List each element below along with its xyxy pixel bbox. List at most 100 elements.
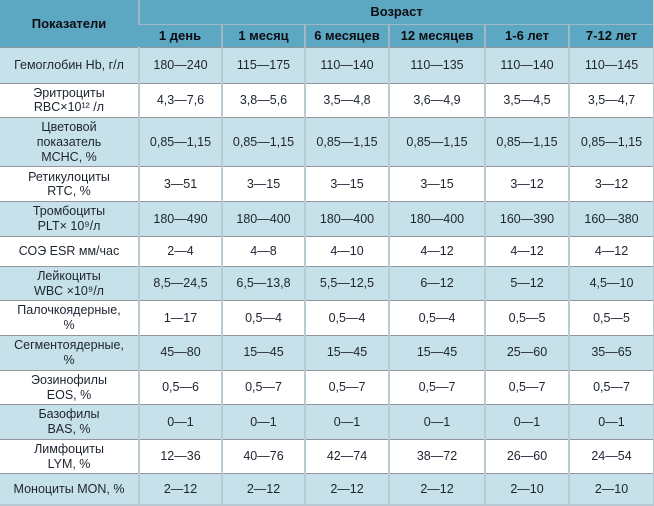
value-cell: 4—12 — [567, 235, 654, 267]
value-cell: 0,5—4 — [388, 300, 485, 336]
indicators-column-header: Показатели — [0, 0, 139, 47]
value-cell: 4,5—10 — [567, 265, 654, 301]
row-label: Моноциты MON, % — [0, 473, 139, 505]
table-row: Сегментоядерные, % 45—80 15—45 15—45 15—45 25… — [0, 334, 654, 371]
value-cell: 15—45 — [221, 334, 305, 371]
table-row: Моноциты MON, % 2—12 2—12 2—12 2—12 2—10 2—10 — [0, 473, 654, 505]
value-cell: 3,5—4,5 — [484, 82, 569, 118]
value-cell: 3—12 — [567, 166, 654, 202]
value-cell: 0,85—1,15 — [567, 116, 654, 167]
value-cell: 4—12 — [388, 235, 485, 267]
age-column-header-7-12-years: 7-12 лет — [567, 24, 654, 47]
table-row: Базофилы BAS, % 0—1 0—1 0—1 0—1 0—1 0—1 — [0, 404, 654, 440]
value-cell: 4,3—7,6 — [138, 82, 222, 118]
value-cell: 2—12 — [221, 473, 305, 505]
row-label: Гемоглобин Hb, г/л — [0, 46, 139, 83]
value-cell: 3—15 — [388, 166, 485, 202]
value-cell: 0,85—1,15 — [138, 116, 222, 167]
value-cell: 180—400 — [388, 201, 485, 237]
value-cell: 0,5—7 — [388, 369, 485, 405]
value-cell: 110—145 — [567, 46, 654, 83]
value-cell: 0—1 — [304, 404, 389, 440]
value-cell: 0,5—7 — [484, 369, 569, 405]
value-cell: 0,5—7 — [304, 369, 389, 405]
value-cell: 0,85—1,15 — [484, 116, 569, 167]
row-label: Эритроциты RBC×10¹² /л — [0, 82, 139, 118]
value-cell: 0,5—5 — [567, 300, 654, 336]
value-cell: 2—4 — [138, 235, 222, 267]
value-cell: 2—12 — [138, 473, 222, 505]
value-cell: 110—140 — [304, 46, 389, 83]
value-cell: 6—12 — [388, 265, 485, 301]
value-cell: 35—65 — [567, 334, 654, 371]
table-row: Цветовой показатель MCHC, % 0,85—1,15 0,85… — [0, 116, 654, 167]
value-cell: 15—45 — [304, 334, 389, 371]
table-row: Лимфоциты LYM, % 12—36 40—76 42—74 38—72 26—6… — [0, 438, 654, 474]
row-label: Цветовой показатель MCHC, % — [0, 116, 139, 167]
age-column-header-1-6-years: 1-6 лет — [484, 24, 569, 47]
table-row: Эозинофилы EOS, % 0,5—6 0,5—7 0,5—7 0,5—7 0,5… — [0, 369, 654, 405]
table-row: Лейкоциты WBC ×10⁹/л 8,5—24,5 6,5—13,8 5,5—… — [0, 265, 654, 301]
table-row: Ретикулоциты RTC, % 3—51 3—15 3—15 3—15 3—12 3… — [0, 166, 654, 202]
table-row: Палочкоядерные, % 1—17 0,5—4 0,5—4 0,5—4 0,5—… — [0, 300, 654, 336]
value-cell: 6,5—13,8 — [221, 265, 305, 301]
value-cell: 42—74 — [304, 438, 389, 474]
value-cell: 25—60 — [484, 334, 569, 371]
value-cell: 4—8 — [221, 235, 305, 267]
value-cell: 3,5—4,7 — [567, 82, 654, 118]
value-cell: 3—15 — [221, 166, 305, 202]
row-label: Палочкоядерные, % — [0, 300, 139, 336]
value-cell: 38—72 — [388, 438, 485, 474]
value-cell: 15—45 — [388, 334, 485, 371]
value-cell: 180—400 — [221, 201, 305, 237]
value-cell: 2—10 — [567, 473, 654, 505]
value-cell: 0,5—4 — [221, 300, 305, 336]
value-cell: 24—54 — [567, 438, 654, 474]
value-cell: 26—60 — [484, 438, 569, 474]
value-cell: 5—12 — [484, 265, 569, 301]
value-cell: 115—175 — [221, 46, 305, 83]
value-cell: 110—135 — [388, 46, 485, 83]
row-label: Тромбоциты PLT× 10⁹/л — [0, 201, 139, 237]
value-cell: 160—380 — [567, 201, 654, 237]
value-cell: 0,5—6 — [138, 369, 222, 405]
value-cell: 3—15 — [304, 166, 389, 202]
value-cell: 4—10 — [304, 235, 389, 267]
value-cell: 0—1 — [388, 404, 485, 440]
value-cell: 0—1 — [221, 404, 305, 440]
table-header: Показатели Возраст 1 день 1 месяц 6 меся… — [0, 0, 654, 47]
table-row: СОЭ ESR мм/час 2—4 4—8 4—10 4—12 4—12 4—12 — [0, 235, 654, 267]
row-label: Лейкоциты WBC ×10⁹/л — [0, 265, 139, 301]
row-label: СОЭ ESR мм/час — [0, 235, 139, 267]
value-cell: 180—400 — [304, 201, 389, 237]
value-cell: 3—12 — [484, 166, 569, 202]
value-cell: 180—240 — [138, 46, 222, 83]
value-cell: 0,5—4 — [304, 300, 389, 336]
value-cell: 2—10 — [484, 473, 569, 505]
value-cell: 0,5—5 — [484, 300, 569, 336]
value-cell: 3—51 — [138, 166, 222, 202]
value-cell: 2—12 — [388, 473, 485, 505]
row-label: Сегментоядерные, % — [0, 334, 139, 371]
table-row: Эритроциты RBC×10¹² /л 4,3—7,6 3,8—5,6 3,5—… — [0, 82, 654, 118]
age-column-header-1-month: 1 месяц — [221, 24, 305, 47]
row-label: Лимфоциты LYM, % — [0, 438, 139, 474]
value-cell: 0,85—1,15 — [221, 116, 305, 167]
row-label: Ретикулоциты RTC, % — [0, 166, 139, 202]
value-cell: 0—1 — [484, 404, 569, 440]
table-row: Тромбоциты PLT× 10⁹/л 180—490 180—400 180—4… — [0, 201, 654, 237]
row-label: Эозинофилы EOS, % — [0, 369, 139, 405]
row-label: Базофилы BAS, % — [0, 404, 139, 440]
value-cell: 3,5—4,8 — [304, 82, 389, 118]
age-column-header-1-day: 1 день — [139, 24, 222, 47]
value-cell: 8,5—24,5 — [138, 265, 222, 301]
value-cell: 110—140 — [484, 46, 569, 83]
value-cell: 5,5—12,5 — [304, 265, 389, 301]
value-cell: 0,85—1,15 — [304, 116, 389, 167]
table-row: Гемоглобин Hb, г/л 180—240 115—175 110—140 1… — [0, 46, 654, 83]
value-cell: 40—76 — [221, 438, 305, 474]
value-cell: 4—12 — [484, 235, 569, 267]
value-cell: 0—1 — [138, 404, 222, 440]
age-group-header: Возраст — [137, 0, 654, 25]
